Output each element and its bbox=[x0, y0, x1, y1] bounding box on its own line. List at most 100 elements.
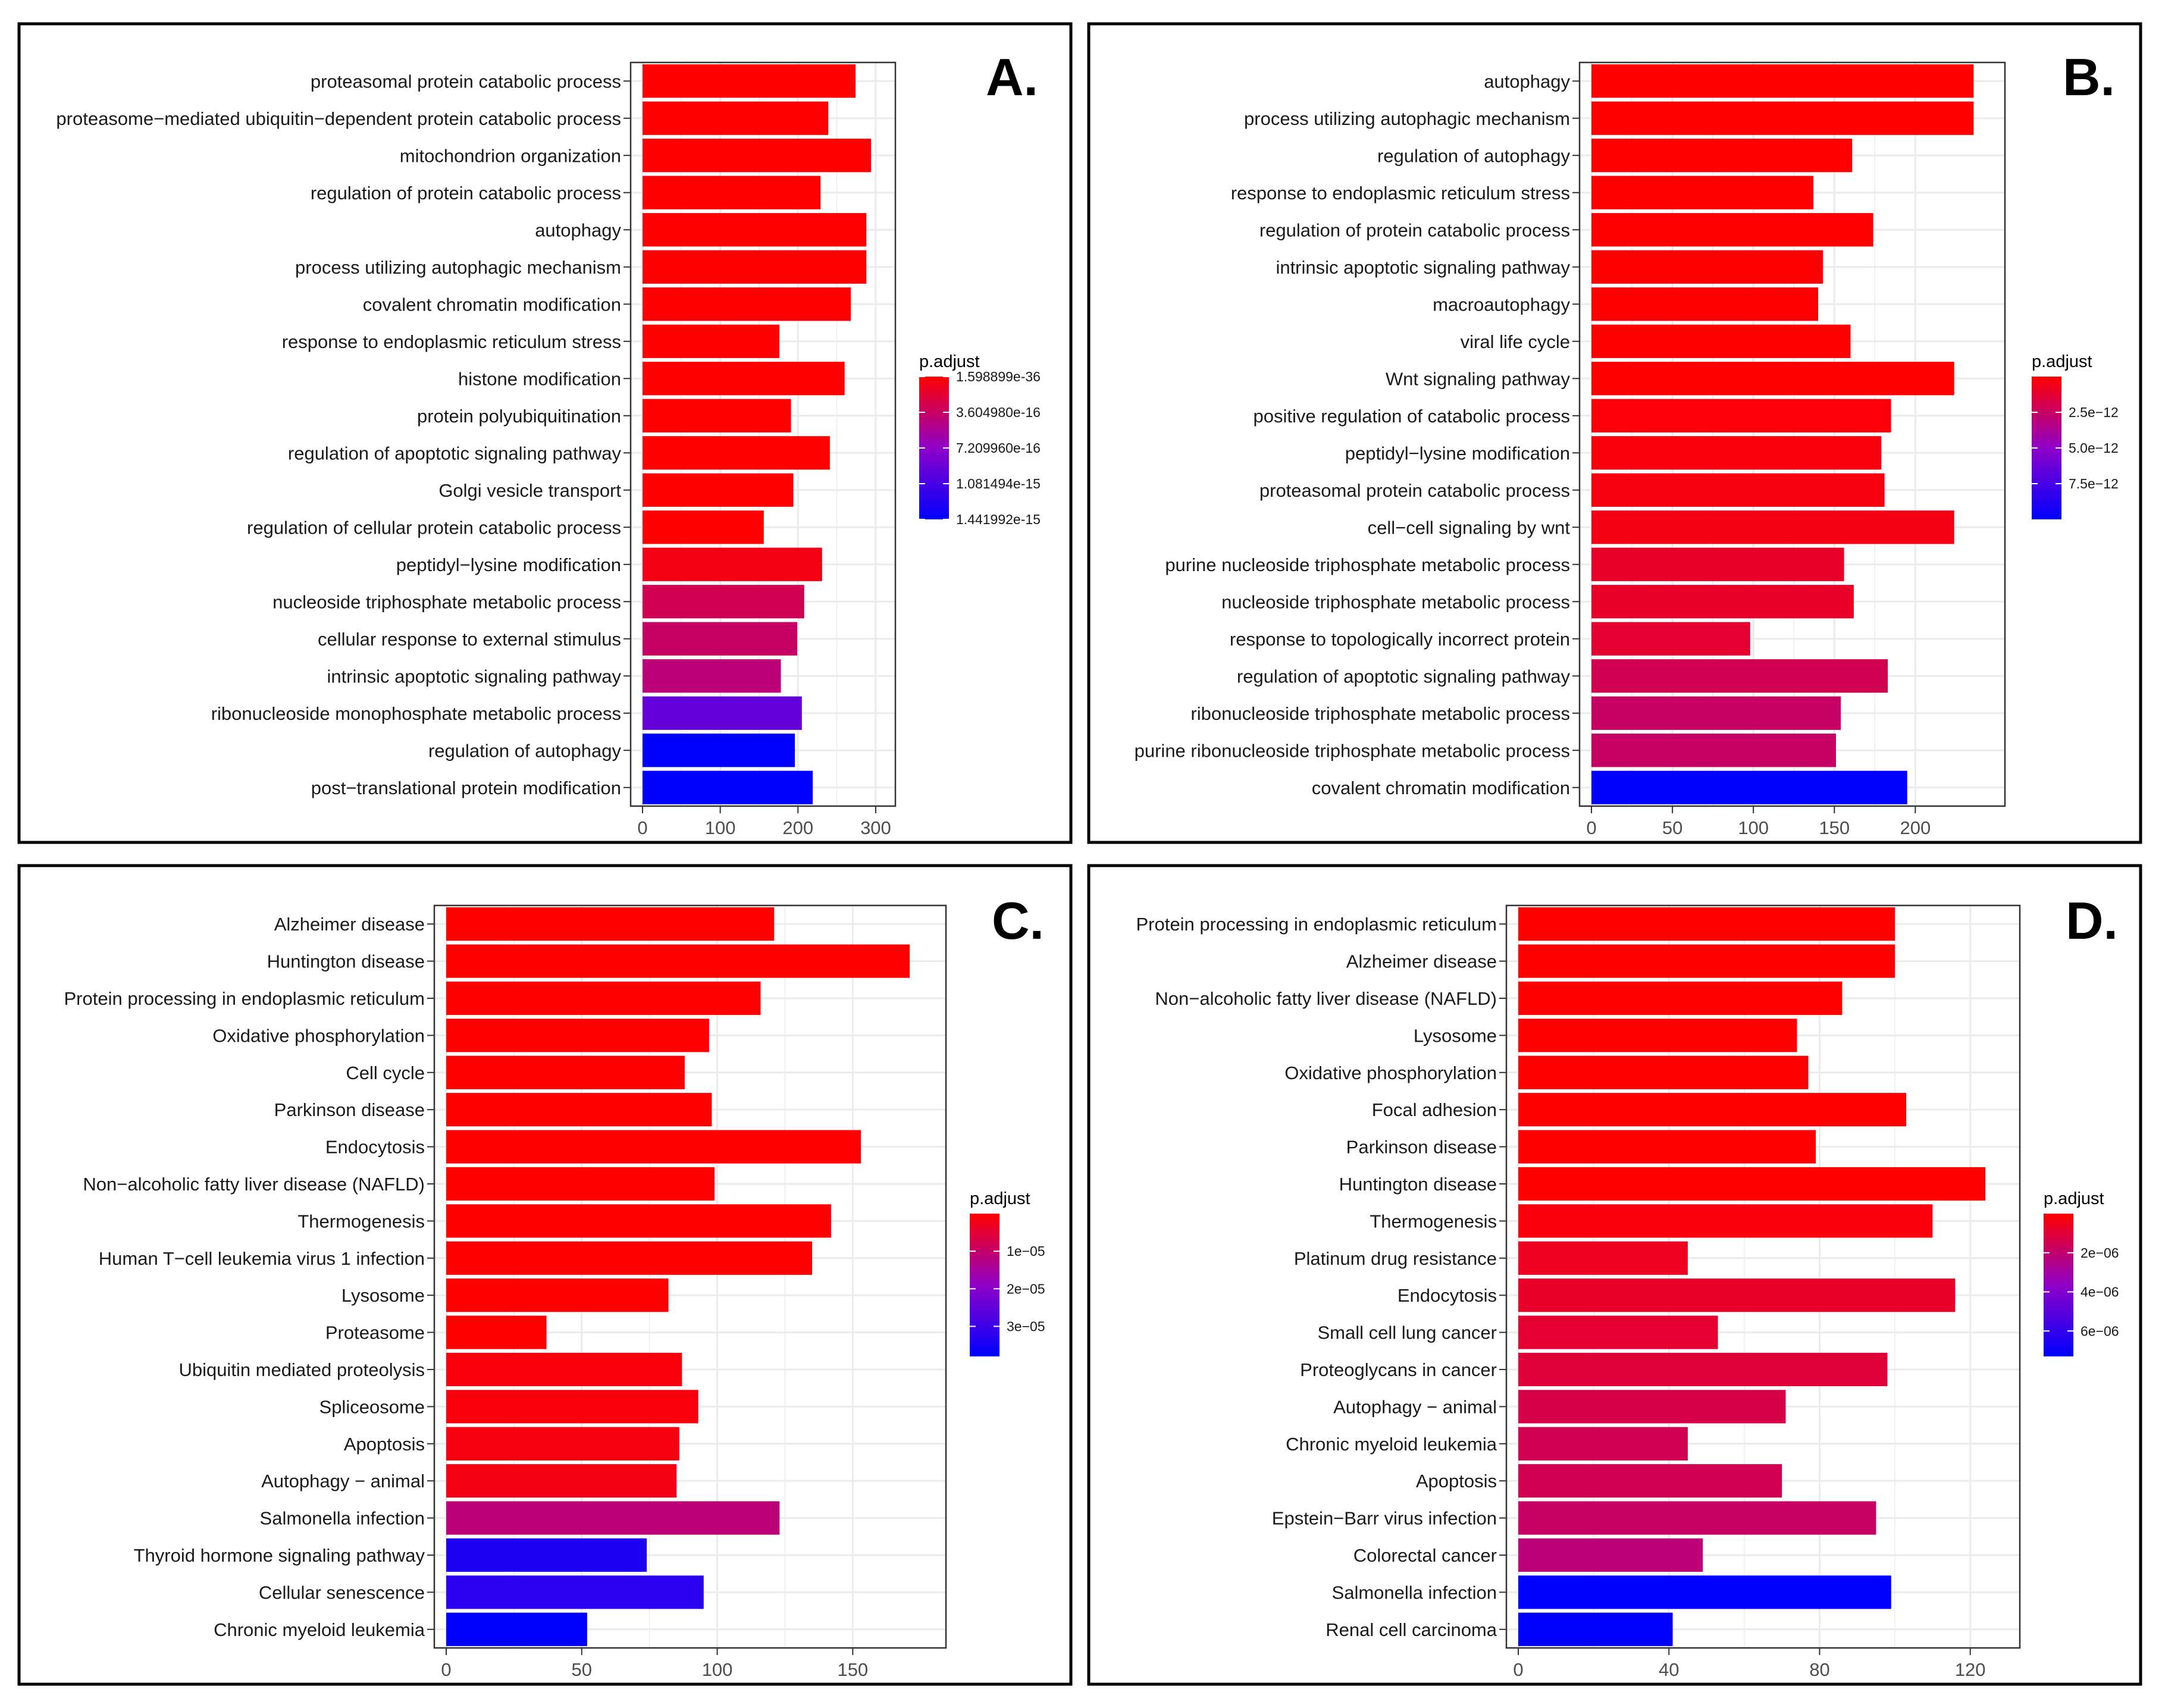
plot-area bbox=[631, 62, 895, 806]
category-label: purine nucleoside triphosphate metabolic… bbox=[1165, 554, 1570, 575]
bar bbox=[1591, 547, 1844, 581]
bar bbox=[1591, 585, 1854, 619]
panel-label: D. bbox=[2066, 891, 2118, 950]
bar bbox=[446, 1538, 647, 1572]
bar bbox=[1591, 770, 1907, 804]
category-label: cellular response to external stimulus bbox=[318, 629, 621, 650]
legend-label: 2e−05 bbox=[1007, 1281, 1045, 1296]
bar bbox=[643, 250, 867, 284]
legend-label: 1.441992e-15 bbox=[956, 512, 1041, 527]
category-label: peptidyl−lysine modification bbox=[396, 554, 621, 575]
plot-area bbox=[1506, 905, 2020, 1648]
bar bbox=[1591, 436, 1882, 470]
legend-label: 1.598899e-36 bbox=[956, 369, 1041, 384]
category-label: Huntington disease bbox=[267, 951, 425, 972]
category-label: Cellular senescence bbox=[259, 1582, 425, 1603]
category-label: ribonucleoside monophosphate metabolic p… bbox=[211, 703, 621, 724]
bar bbox=[1518, 1427, 1688, 1461]
category-label: regulation of protein catabolic process bbox=[311, 183, 621, 203]
category-label: Endocytosis bbox=[325, 1137, 425, 1158]
category-label: regulation of apoptotic signaling pathwa… bbox=[1237, 666, 1571, 687]
x-tick-label: 80 bbox=[1809, 1659, 1829, 1680]
category-label: autophagy bbox=[535, 220, 621, 240]
category-label: response to topologically incorrect prot… bbox=[1230, 629, 1570, 650]
category-label: Alzheimer disease bbox=[274, 914, 425, 935]
x-tick-label: 0 bbox=[1586, 817, 1596, 838]
bar bbox=[446, 1241, 812, 1275]
panel-b: autophagy process utilizing autophagic me… bbox=[1087, 22, 2142, 844]
bar bbox=[643, 324, 779, 358]
category-label: process utilizing autophagic mechanism bbox=[1244, 108, 1570, 129]
bar bbox=[446, 1278, 669, 1312]
x-tick-label: 50 bbox=[1662, 817, 1682, 838]
panel-a: proteasomal protein catabolic process pro… bbox=[17, 22, 1073, 844]
category-label: Focal adhesion bbox=[1372, 1099, 1497, 1120]
category-label: nucleoside triphosphate metabolic proces… bbox=[1221, 591, 1570, 612]
plot-border bbox=[433, 904, 947, 1649]
plot-area bbox=[434, 905, 946, 1648]
panel-frame bbox=[17, 22, 1073, 844]
bar bbox=[1518, 1575, 1891, 1609]
bar bbox=[446, 1055, 685, 1089]
bar bbox=[1591, 696, 1841, 730]
category-label: Thermogenesis bbox=[1370, 1211, 1497, 1231]
category-label: regulation of cellular protein catabolic… bbox=[247, 517, 621, 538]
category-label: Endocytosis bbox=[1398, 1285, 1497, 1306]
x-tick-label: 200 bbox=[782, 817, 813, 838]
bar bbox=[1591, 250, 1823, 284]
category-label: Huntington disease bbox=[1339, 1174, 1497, 1195]
bar bbox=[1591, 622, 1750, 656]
bar bbox=[643, 585, 804, 619]
category-label: Lysosome bbox=[341, 1285, 425, 1306]
bar bbox=[1518, 1055, 1809, 1089]
bar bbox=[446, 1315, 547, 1349]
x-tick-label: 40 bbox=[1659, 1659, 1679, 1680]
category-label: viral life cycle bbox=[1461, 331, 1570, 352]
category-label: Wnt signaling pathway bbox=[1386, 368, 1571, 389]
x-tick-label: 0 bbox=[441, 1659, 451, 1680]
bar bbox=[446, 944, 910, 978]
category-label: peptidyl−lysine modification bbox=[1345, 443, 1570, 463]
bar bbox=[1591, 287, 1819, 321]
x-tick-label: 100 bbox=[1738, 817, 1769, 838]
category-label: Non−alcoholic fatty liver disease (NAFLD… bbox=[83, 1174, 425, 1195]
bar bbox=[1518, 981, 1843, 1016]
bar bbox=[643, 770, 813, 804]
panel-label: B. bbox=[2063, 48, 2115, 106]
bar bbox=[643, 64, 856, 98]
x-tick-label: 0 bbox=[637, 817, 647, 838]
category-label: Salmonella infection bbox=[1332, 1582, 1497, 1603]
category-label: Ubiquitin mediated proteolysis bbox=[178, 1359, 425, 1380]
plot-border bbox=[1578, 61, 2006, 807]
category-label: intrinsic apoptotic signaling pathway bbox=[1276, 257, 1570, 278]
category-label: Oxidative phosphorylation bbox=[1284, 1063, 1497, 1083]
bar bbox=[1518, 1204, 1933, 1238]
bar bbox=[446, 1427, 679, 1461]
bar bbox=[1518, 1464, 1782, 1498]
category-label: regulation of protein catabolic process bbox=[1259, 220, 1570, 240]
bar bbox=[643, 473, 794, 507]
bar bbox=[1591, 101, 1974, 135]
legend-title: p.adjust bbox=[970, 1189, 1030, 1208]
bar bbox=[1518, 1352, 1888, 1387]
category-label: Protein processing in endoplasmic reticu… bbox=[64, 988, 425, 1009]
bar bbox=[1518, 1501, 1876, 1535]
panel-frame bbox=[1087, 864, 2142, 1686]
x-tick-label: 200 bbox=[1900, 817, 1931, 838]
bar bbox=[1518, 1538, 1703, 1572]
legend-label: 2.5e−12 bbox=[2069, 405, 2119, 420]
x-tick-label: 300 bbox=[860, 817, 891, 838]
category-label: Epstein−Barr virus infection bbox=[1272, 1508, 1497, 1529]
bar bbox=[446, 1352, 682, 1387]
category-label: response to endoplasmic reticulum stress bbox=[1231, 183, 1570, 203]
bar bbox=[1591, 659, 1888, 693]
bar bbox=[643, 101, 829, 135]
bar bbox=[643, 659, 781, 693]
category-label: Apoptosis bbox=[1416, 1471, 1497, 1491]
bar bbox=[1518, 1130, 1816, 1164]
legend-label: 2e−06 bbox=[2080, 1245, 2119, 1261]
category-label: Cell cycle bbox=[346, 1063, 425, 1083]
bar bbox=[643, 734, 795, 767]
category-label: intrinsic apoptotic signaling pathway bbox=[327, 666, 621, 687]
